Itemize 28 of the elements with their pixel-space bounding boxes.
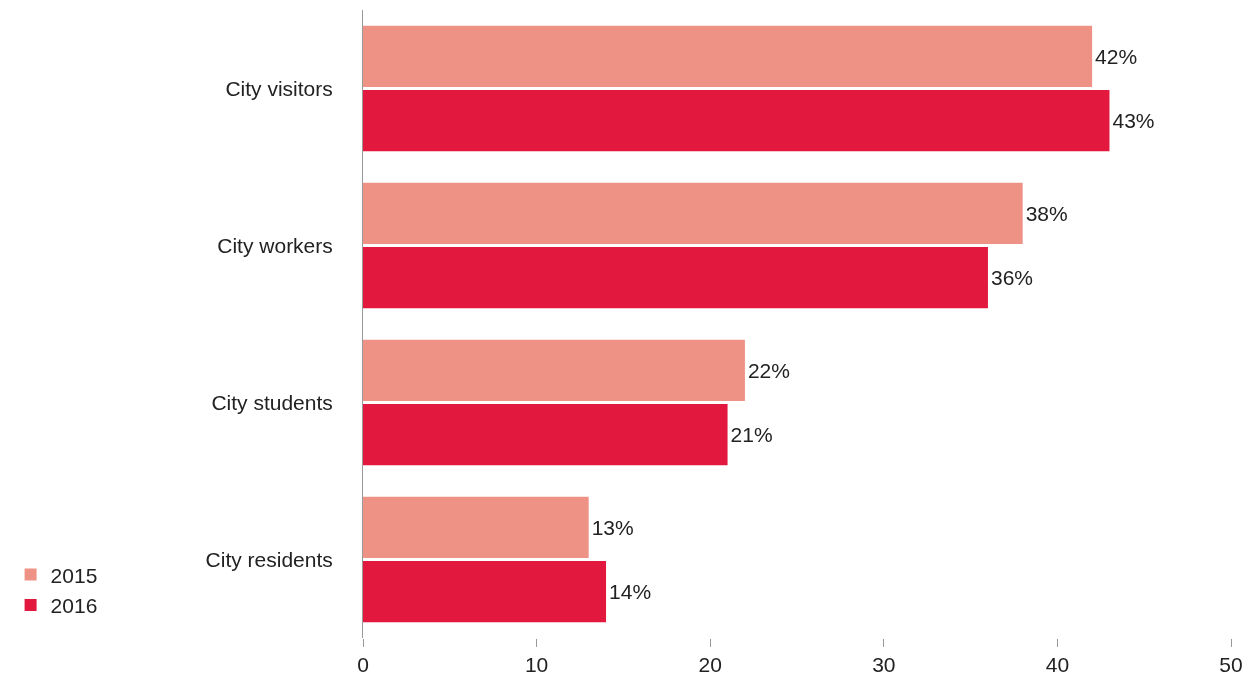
data-label: 42% bbox=[1095, 44, 1138, 68]
data-label: 14% bbox=[609, 580, 652, 604]
y-tick-label: City residents bbox=[205, 547, 333, 571]
y-tick-label: City students bbox=[211, 390, 333, 414]
x-tick-label: 20 bbox=[698, 653, 722, 677]
x-tick-label: 30 bbox=[872, 653, 896, 677]
data-label: 13% bbox=[591, 515, 634, 539]
data-label: 43% bbox=[1112, 109, 1155, 133]
legend-label: 2015 bbox=[50, 563, 98, 587]
bar bbox=[363, 561, 607, 623]
x-tick-label: 50 bbox=[1219, 653, 1243, 677]
data-label: 38% bbox=[1025, 201, 1068, 225]
bar bbox=[363, 247, 988, 309]
bar bbox=[363, 404, 728, 466]
data-label: 36% bbox=[990, 266, 1033, 290]
y-tick-label: City workers bbox=[217, 233, 333, 257]
bar bbox=[363, 25, 1093, 87]
bar bbox=[363, 90, 1110, 152]
bar bbox=[363, 496, 589, 558]
bar bbox=[363, 182, 1023, 244]
y-tick-label: City visitors bbox=[225, 76, 333, 100]
bar bbox=[363, 339, 745, 401]
x-tick-label: 10 bbox=[524, 653, 549, 677]
x-tick-label: 0 bbox=[357, 653, 369, 677]
legend-label: 2016 bbox=[50, 594, 98, 618]
data-label: 22% bbox=[747, 358, 790, 382]
data-label: 21% bbox=[730, 423, 773, 447]
x-tick-label: 40 bbox=[1045, 653, 1070, 677]
